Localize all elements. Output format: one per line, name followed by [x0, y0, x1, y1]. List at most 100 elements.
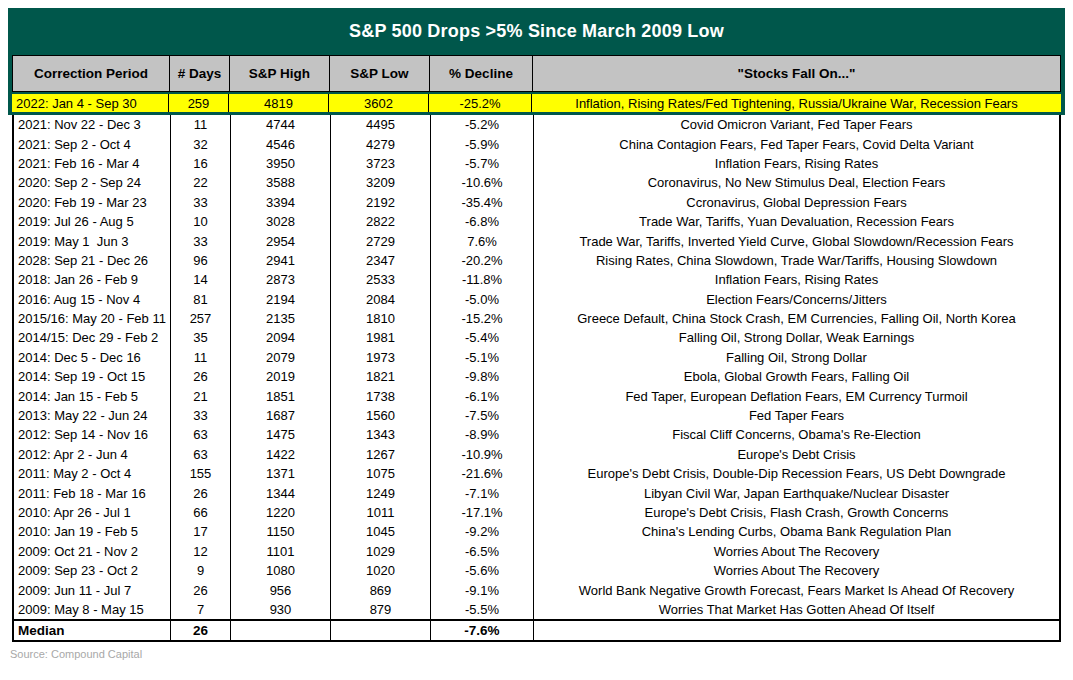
table-row: 2012: Apr 2 - Jun 46314221267-10.9%Europ… [14, 445, 1059, 464]
cell-median-label: Median [14, 621, 171, 640]
table-row: 2011: Feb 18 - Mar 162613441249-7.1%Liby… [14, 483, 1059, 502]
cell-sp-low: 1020 [331, 561, 431, 580]
cell-reason: Fiscal Cliff Concerns, Obama's Re-Electi… [534, 425, 1059, 444]
cell-correction-period: 2028: Sep 21 - Dec 26 [14, 251, 171, 270]
cell-days: 81 [171, 290, 231, 309]
cell-reason: Covid Omicron Variant, Fed Taper Fears [534, 115, 1059, 134]
cell-pct-decline: -8.9% [431, 425, 534, 444]
cell-median-low [331, 621, 431, 640]
cell-sp-high: 1851 [231, 386, 331, 405]
cell-sp-high: 1687 [231, 406, 331, 425]
cell-correction-period: 2009: Jun 11 - Jul 7 [14, 580, 171, 599]
cell-days: 63 [171, 425, 231, 444]
cell-sp-high: 930 [231, 600, 331, 619]
cell-pct-decline: -6.8% [431, 212, 534, 231]
median-row: Median 26 -7.6% [14, 619, 1059, 640]
cell-pct-decline: -9.1% [431, 580, 534, 599]
cell-pct-decline: -9.8% [431, 367, 534, 386]
cell-reason: Trade War, Tariffs, Yuan Devaluation, Re… [534, 212, 1059, 231]
cell-sp-low: 1810 [331, 309, 431, 328]
cell-correction-period: 2009: Oct 21 - Nov 2 [14, 542, 171, 561]
cell-days: 16 [171, 154, 231, 173]
cell-reason: Falling Oil, Strong Dollar, Weak Earning… [534, 328, 1059, 347]
cell-pct-decline: -20.2% [431, 251, 534, 270]
cell-pct-decline: -5.7% [431, 154, 534, 173]
table-row: 2021: Feb 16 - Mar 41639503723-5.7%Infla… [14, 154, 1059, 173]
table-row: 2020: Feb 19 - Mar 233333942192-35.4%Ccr… [14, 193, 1059, 212]
table-row: 2011: May 2 - Oct 415513711075-21.6%Euro… [14, 464, 1059, 483]
table-row: 2019: May 1 Jun 333295427297.6%Trade War… [14, 231, 1059, 250]
cell-reason: Ebola, Global Growth Fears, Falling Oil [534, 367, 1059, 386]
cell-correction-period: 2009: Sep 23 - Oct 2 [14, 561, 171, 580]
cell-correction-period: 2014: Dec 5 - Dec 16 [14, 348, 171, 367]
cell-correction-period: 2011: Feb 18 - Mar 16 [14, 483, 171, 502]
cell-correction-period: 2012: Sep 14 - Nov 16 [14, 425, 171, 444]
cell-pct-decline: -10.9% [431, 445, 534, 464]
cell-days: 9 [171, 561, 231, 580]
table-row: 2016: Aug 15 - Nov 48121942084-5.0%Elect… [14, 290, 1059, 309]
cell-sp-low: 3602 [329, 94, 429, 112]
cell-sp-low: 4495 [331, 115, 431, 134]
cell-sp-high: 956 [231, 580, 331, 599]
cell-reason: Libyan Civil War, Japan Earthquake/Nucle… [534, 483, 1059, 502]
cell-days: 17 [171, 522, 231, 541]
cell-sp-low: 3723 [331, 154, 431, 173]
column-header-correction-period: Correction Period [13, 56, 170, 91]
cell-sp-low: 2822 [331, 212, 431, 231]
cell-sp-high: 1475 [231, 425, 331, 444]
cell-correction-period: 2021: Nov 22 - Dec 3 [14, 115, 171, 134]
cell-sp-high: 4819 [229, 94, 329, 112]
cell-pct-decline: -5.2% [431, 115, 534, 134]
cell-sp-high: 1101 [231, 542, 331, 561]
cell-sp-high: 1422 [231, 445, 331, 464]
cell-pct-decline: -5.5% [431, 600, 534, 619]
cell-correction-period: 2011: May 2 - Oct 4 [14, 464, 171, 483]
table-row: 2020: Sep 2 - Sep 242235883209-10.6%Coro… [14, 173, 1059, 192]
cell-days: 35 [171, 328, 231, 347]
page: S&P 500 Drops >5% Since March 2009 Low C… [0, 0, 1073, 660]
cell-correction-period: 2010: Apr 26 - Jul 1 [14, 503, 171, 522]
cell-sp-low: 1821 [331, 367, 431, 386]
cell-pct-decline: -7.1% [431, 483, 534, 502]
cell-pct-decline: -15.2% [431, 309, 534, 328]
cell-correction-period: 2010: Jan 19 - Feb 5 [14, 522, 171, 541]
cell-pct-decline: -5.4% [431, 328, 534, 347]
cell-sp-low: 869 [331, 580, 431, 599]
cell-sp-low: 1738 [331, 386, 431, 405]
cell-reason: Worries About The Recovery [534, 561, 1059, 580]
cell-reason: Europe's Debt Crisis [534, 445, 1059, 464]
cell-sp-low: 1560 [331, 406, 431, 425]
cell-sp-low: 3209 [331, 173, 431, 192]
cell-sp-low: 2729 [331, 231, 431, 250]
cell-reason: Europe's Debt Crisis, Double-Dip Recessi… [534, 464, 1059, 483]
cell-reason: Worries That Market Has Gotten Ahead Of … [534, 600, 1059, 619]
cell-sp-high: 4744 [231, 115, 331, 134]
cell-sp-low: 1343 [331, 425, 431, 444]
cell-days: 26 [171, 367, 231, 386]
cell-pct-decline: -35.4% [431, 193, 534, 212]
cell-median-reason [534, 621, 1059, 640]
cell-sp-high: 1150 [231, 522, 331, 541]
cell-sp-high: 2941 [231, 251, 331, 270]
cell-days: 21 [171, 386, 231, 405]
table-row: 2014: Jan 15 - Feb 52118511738-6.1%Fed T… [14, 386, 1059, 405]
column-header-days: # Days [170, 56, 230, 91]
cell-days: 259 [169, 94, 229, 112]
column-header-sp-high: S&P High [230, 56, 330, 91]
cell-correction-period: 2020: Sep 2 - Sep 24 [14, 173, 171, 192]
cell-days: 32 [171, 134, 231, 153]
cell-reason: Greece Default, China Stock Crash, EM Cu… [534, 309, 1059, 328]
cell-sp-low: 1981 [331, 328, 431, 347]
cell-reason: Inflation Fears, Rising Rates [534, 154, 1059, 173]
cell-reason: Election Fears/Concerns/Jitters [534, 290, 1059, 309]
cell-pct-decline: -6.5% [431, 542, 534, 561]
cell-median-days: 26 [171, 621, 231, 640]
cell-correction-period: 2015/16: May 20 - Feb 11 [14, 309, 171, 328]
table-row: 2012: Sep 14 - Nov 166314751343-8.9%Fisc… [14, 425, 1059, 444]
cell-correction-period: 2014/15: Dec 29 - Feb 2 [14, 328, 171, 347]
cell-sp-high: 2079 [231, 348, 331, 367]
cell-pct-decline: -11.8% [431, 270, 534, 289]
cell-reason: China Contagion Fears, Fed Taper Fears, … [534, 134, 1059, 153]
cell-days: 10 [171, 212, 231, 231]
cell-days: 11 [171, 115, 231, 134]
